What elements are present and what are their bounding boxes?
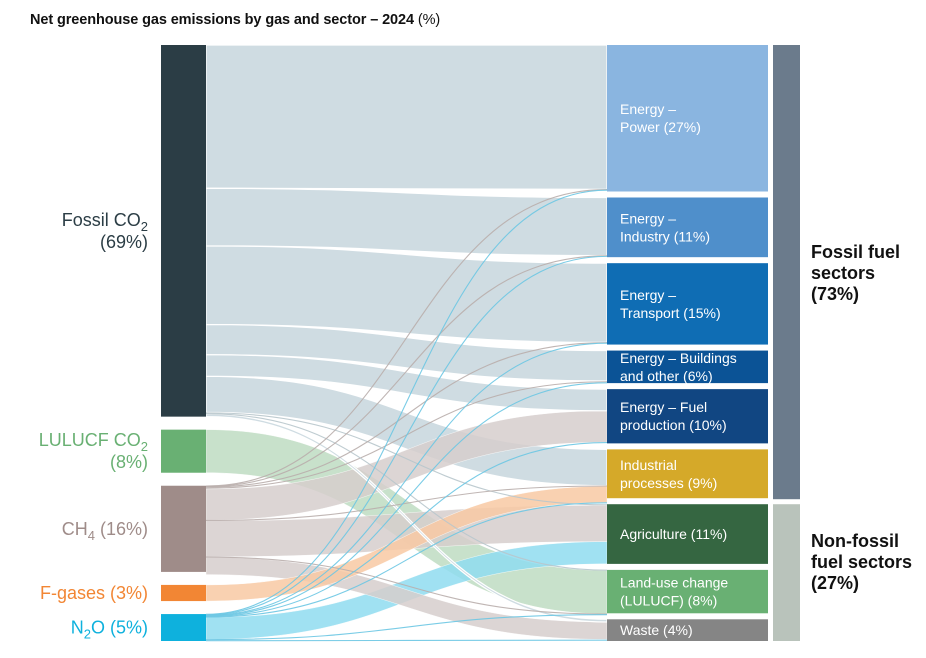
target-label-transport: Energy – Transport (15%) — [620, 287, 721, 321]
link-fossil_co2-to-luc — [205, 413, 608, 571]
link-n2o-to-luc — [205, 614, 608, 641]
target-label-indproc: Industrial processes (9%) — [620, 457, 717, 491]
link-n2o-to-transport — [205, 342, 608, 616]
target-node-indproc — [607, 449, 768, 499]
link-ch4-to-indproc — [205, 485, 608, 522]
target-nodes: Energy – Power (27%) Energy – Industry (11%… — [607, 45, 768, 641]
target-node-agriculture — [607, 504, 768, 564]
link-ch4-to-industry — [205, 255, 608, 488]
target-label-buildings: Energy – Buildings and other (6%) — [620, 350, 737, 384]
source-node-ch4 — [161, 485, 206, 572]
group-label-nonfossil: Non-fossil fuel sectors (27%) — [811, 531, 912, 593]
target-node-transport — [607, 263, 768, 345]
link-n2o-to-fuelprod — [205, 442, 608, 618]
target-label-waste: Waste (4%) — [620, 622, 693, 638]
link-n2o-to-buildings — [205, 382, 608, 617]
group-nodes: Fossil fuel sectors (73%) Non-fossil fuel se… — [773, 45, 912, 641]
source-label-ch4: CH4 (16%) — [62, 519, 148, 543]
chart-title-unit: (%) — [417, 12, 441, 28]
link-fossil_co2-to-industry — [205, 187, 608, 257]
source-node-fgases — [161, 584, 206, 602]
source-node-n2o — [161, 614, 206, 641]
source-node-fossil_co2 — [161, 45, 206, 417]
target-node-waste — [607, 619, 768, 641]
link-ch4-to-power — [205, 189, 608, 487]
source-label-fgases: F-gases (3%) — [40, 583, 148, 603]
target-label-fuelprod: Energy – Fuel production (10%) — [620, 399, 727, 433]
link-n2o-to-indproc — [205, 502, 608, 618]
source-label-lulucf_co2: LULUCF CO2 (8%) — [39, 430, 148, 472]
target-node-industry — [607, 197, 768, 258]
link-fossil_co2-to-agriculture — [205, 412, 608, 506]
flow-links — [205, 44, 608, 642]
chart-title: Net greenhouse gas emissions by gas and … — [30, 12, 440, 28]
link-n2o-to-waste — [205, 639, 608, 642]
link-ch4-to-luc — [205, 556, 608, 615]
chart-title-text: Net greenhouse gas emissions by gas and … — [30, 12, 414, 28]
target-node-power — [607, 45, 768, 192]
source-nodes: Fossil CO2 (69%) LULUCF CO2 (8%) CH4 (16%) F-… — [39, 45, 206, 642]
target-label-industry: Energy – Industry (11%) — [620, 210, 710, 244]
target-label-power: Energy – Power (27%) — [620, 101, 701, 135]
link-ch4-to-transport — [205, 342, 608, 488]
group-node-nonfossil — [773, 504, 800, 641]
target-label-luc: Land-use change (LULUCF) (8%) — [620, 575, 728, 609]
target-node-buildings — [607, 350, 768, 384]
target-node-luc — [607, 569, 768, 614]
link-n2o-to-industry — [205, 255, 608, 616]
link-fossil_co2-to-power — [205, 44, 608, 190]
group-label-fossil: Fossil fuel sectors (73%) — [811, 242, 900, 304]
source-label-n2o: N2O (5%) — [71, 618, 148, 642]
target-node-fuelprod — [607, 389, 768, 444]
link-n2o-to-power — [205, 189, 608, 615]
source-label-fossil_co2: Fossil CO2 (69%) — [62, 210, 148, 252]
group-node-fossil — [773, 45, 800, 500]
target-label-agriculture: Agriculture (11%) — [620, 526, 727, 542]
source-node-lulucf_co2 — [161, 429, 206, 473]
